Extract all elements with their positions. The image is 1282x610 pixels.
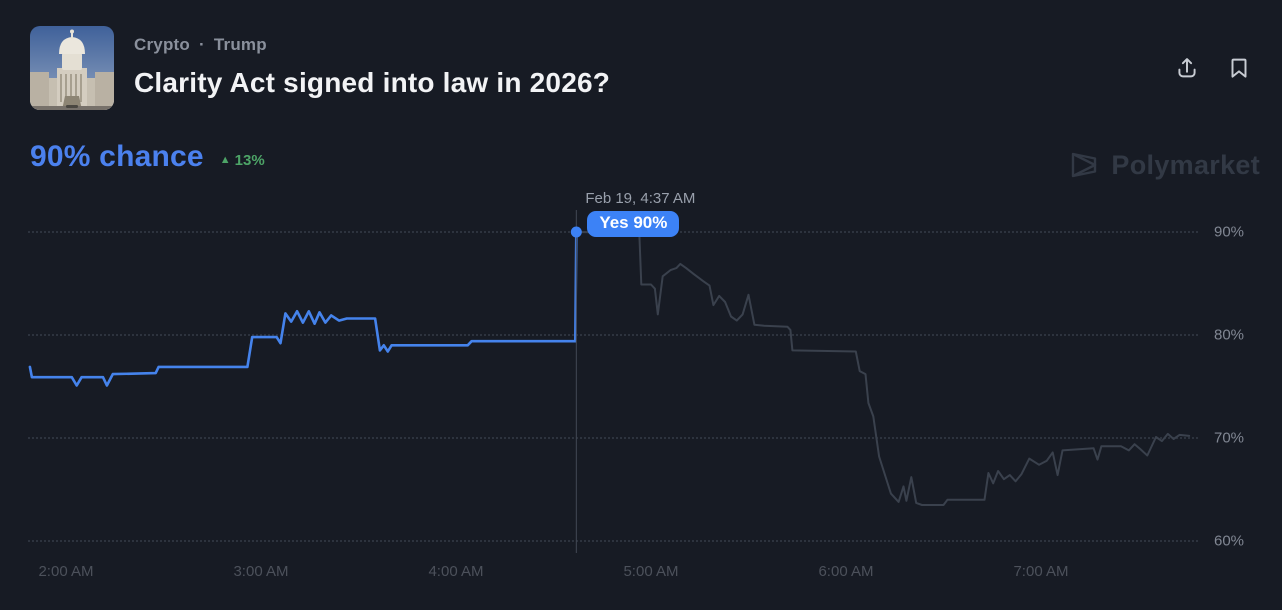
breadcrumb-category[interactable]: Crypto <box>134 35 190 54</box>
capitol-building-image <box>30 26 114 110</box>
tooltip-value-badge: Yes 90% <box>587 211 680 237</box>
breadcrumb-separator: · <box>198 35 205 54</box>
breadcrumb: Crypto · Trump <box>134 35 267 55</box>
change-value: 13% <box>234 152 265 169</box>
y-axis-label: 90% <box>1214 223 1245 241</box>
price-change: ▲ 13% <box>220 152 265 174</box>
market-thumbnail <box>30 26 114 110</box>
share-icon[interactable] <box>1174 55 1200 81</box>
x-axis-label: 4:00 AM <box>428 563 484 580</box>
x-axis-label: 2:00 AM <box>38 563 94 580</box>
gridline-80 <box>28 334 1198 336</box>
polymarket-logo-icon <box>1072 152 1097 178</box>
breadcrumb-subcategory[interactable]: Trump <box>213 35 267 54</box>
market-title: Clarity Act signed into law in 2026? <box>134 67 611 98</box>
y-axis-label: 70% <box>1214 429 1245 447</box>
x-axis-label: 3:00 AM <box>233 563 289 580</box>
x-axis-label: 6:00 AM <box>818 563 874 580</box>
gridline-70 <box>28 437 1198 439</box>
chance-value: 90% chance <box>30 140 204 173</box>
y-axis-label: 80% <box>1214 326 1245 344</box>
series-line <box>28 230 578 387</box>
tooltip-timestamp: Feb 19, 4:37 AM <box>585 190 696 207</box>
bookmark-icon[interactable] <box>1226 55 1252 81</box>
change-up-icon: ▲ <box>219 154 231 166</box>
series-line <box>575 231 1191 506</box>
gridline-60 <box>28 540 1198 542</box>
x-axis-label: 5:00 AM <box>623 563 679 580</box>
price-chart-plot[interactable] <box>0 190 1282 610</box>
cursor-dot <box>570 226 582 238</box>
polymarket-watermark: Polymarket <box>1067 148 1260 182</box>
header-actions <box>1174 55 1252 81</box>
price-chart[interactable]: 90% 80% 70% 60% 2:00 AM 3:00 AM 4:00 AM 5:00 A… <box>0 190 1282 610</box>
polymarket-wordmark: Polymarket <box>1111 149 1260 180</box>
chance-row: 90% chance ▲ 13% <box>30 140 265 174</box>
y-axis-label: 60% <box>1214 532 1245 550</box>
x-axis-label: 7:00 AM <box>1013 563 1069 580</box>
